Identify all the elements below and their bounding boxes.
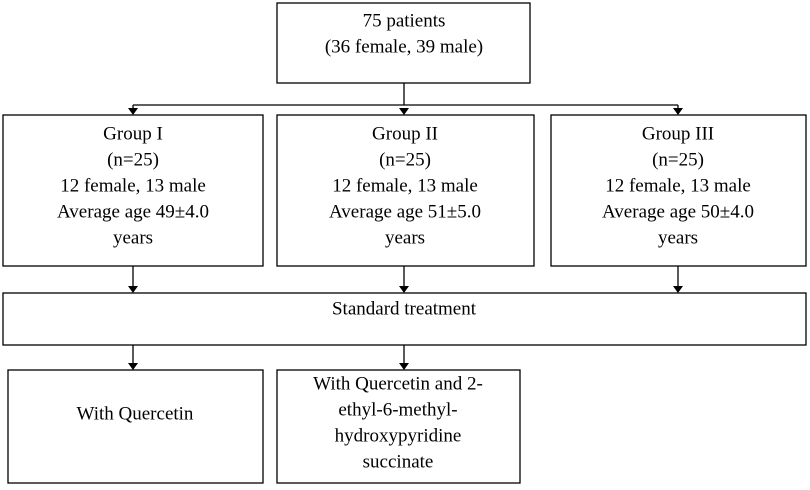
box [550,114,807,267]
node-text: Standard treatment [332,298,477,319]
node-text: (n=25) [652,149,704,170]
connectors [128,83,683,370]
box [7,369,264,484]
node-text: years [658,227,698,248]
node-text: succinate [363,451,434,472]
box [276,2,531,84]
node-text: Average age 50±4.0 [602,201,754,222]
node-text: ethyl-6-methyl- [338,399,457,420]
box [276,369,521,484]
node-text: years [385,227,425,248]
node-text: years [113,227,153,248]
node-text: With Quercetin [77,403,194,424]
box [2,292,807,346]
node-text: (n=25) [379,149,431,170]
node-text: Group II [372,123,438,144]
node-text: 12 female, 13 male [332,175,478,196]
node-text: With Quercetin and 2- [313,373,483,394]
box [276,114,535,267]
node-text: Group I [103,123,163,144]
node-text: hydroxypyridine [335,425,462,446]
node-text: Average age 51±5.0 [329,201,481,222]
box [2,114,264,267]
node-text: Group III [642,123,714,144]
node-text: Average age 49±4.0 [57,201,209,222]
node-text: 12 female, 13 male [60,175,206,196]
node-text: 12 female, 13 male [605,175,751,196]
node-text: (n=25) [107,149,159,170]
node-text: 75 patients [363,10,446,31]
node-text: (36 female, 39 male) [325,36,483,57]
